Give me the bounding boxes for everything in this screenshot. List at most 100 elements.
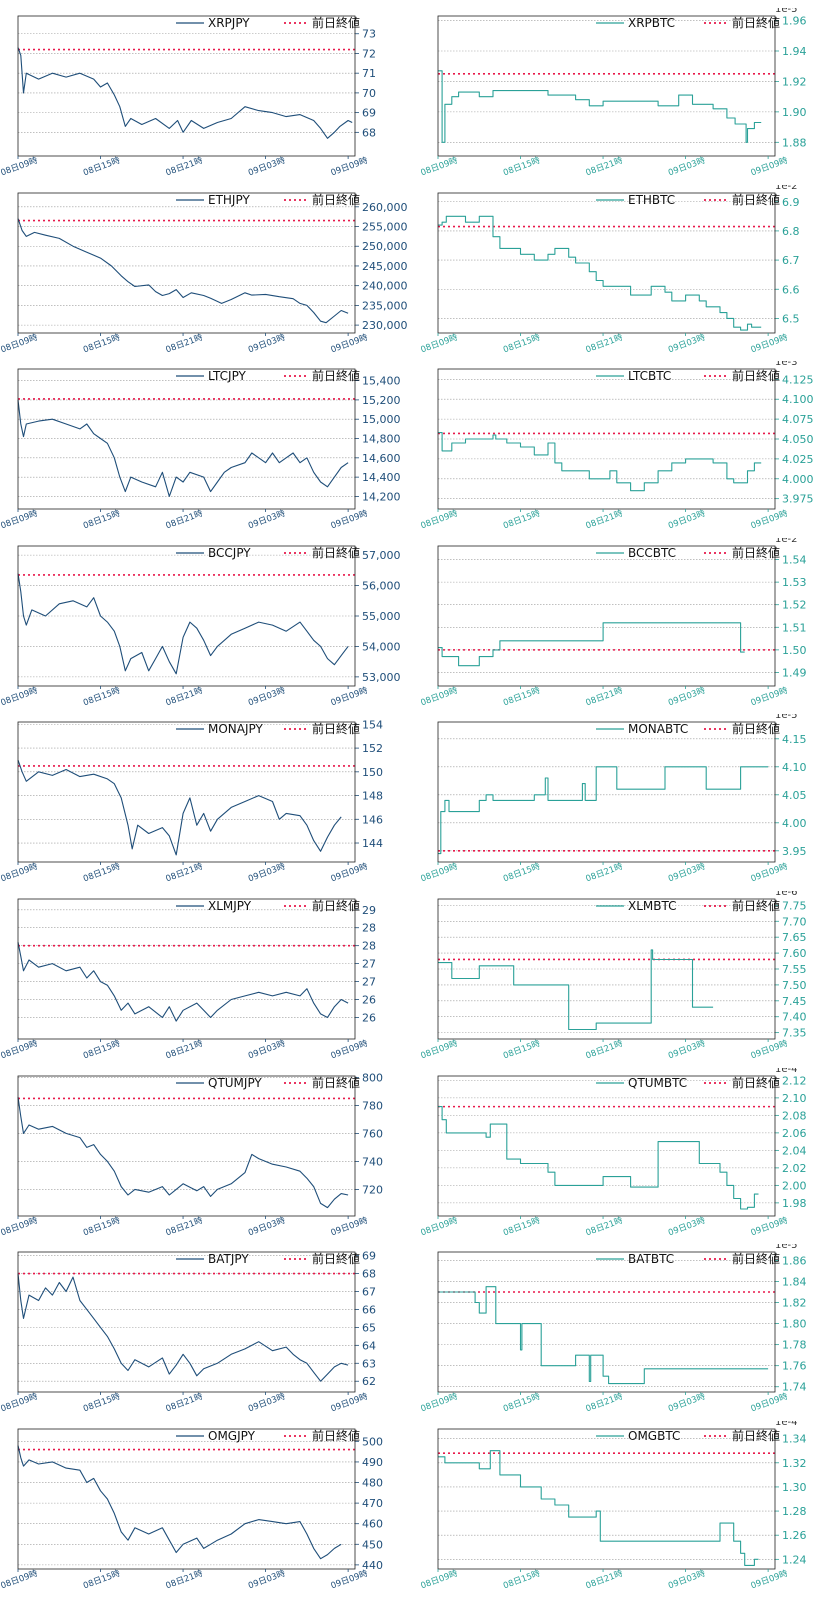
- y-tick-label: 1.74: [782, 1381, 807, 1394]
- y-tick-label: 7.75: [782, 899, 807, 912]
- y-tick-label: 250,000: [362, 240, 408, 253]
- legend-series-label: BCCJPY: [208, 546, 251, 560]
- plot-frame: [17, 545, 356, 687]
- y-tick-label: 1.32: [782, 1457, 807, 1470]
- y-tick-label: 2.00: [782, 1179, 807, 1192]
- y-tick-label: 2.12: [782, 1074, 807, 1087]
- x-tick-label: 08日09時: [420, 1392, 460, 1415]
- y-tick-label: 2.02: [782, 1161, 807, 1174]
- y-tick-label: 14,200: [362, 491, 401, 504]
- y-tick-label: 1.94: [782, 45, 807, 58]
- legend: QTUMJPY 前日終値: [176, 1075, 360, 1090]
- x-tick-label: 09日03時: [667, 1039, 707, 1062]
- legend-series-label: LTCJPY: [208, 369, 247, 383]
- plot-frame: [437, 1251, 776, 1393]
- price-series: [17, 1445, 342, 1560]
- legend-prev-close-label: 前日終値: [732, 545, 780, 560]
- y-tick-label: 4.15: [782, 733, 807, 746]
- y-tick-label: 68: [362, 1268, 376, 1281]
- x-tick-label: 09日03時: [667, 685, 707, 708]
- x-tick-label: 09日03時: [247, 1392, 287, 1415]
- y-tick-label: 28: [362, 940, 376, 953]
- axis-multiplier: 1e-5: [775, 1244, 798, 1251]
- y-tick-label: 14,800: [362, 433, 401, 446]
- x-tick-label: 09日09時: [750, 862, 790, 885]
- y-tick-label: 720: [362, 1183, 383, 1196]
- y-tick-label: 1.53: [782, 576, 807, 589]
- y-tick-label: 7.65: [782, 931, 807, 944]
- y-tick-label: 1.50: [782, 644, 807, 657]
- y-tick-label: 15,400: [362, 375, 401, 388]
- x-tick-label: 08日21時: [585, 156, 625, 179]
- y-tick-label: 240,000: [362, 279, 408, 292]
- legend-series-label: ETHBTC: [628, 193, 675, 207]
- legend: ETHBTC 前日終値: [596, 192, 780, 207]
- y-tick-label: 245,000: [362, 260, 408, 273]
- axis-multiplier: 1e-6: [775, 891, 798, 898]
- x-tick-label: 08日21時: [165, 1215, 205, 1238]
- x-tick-label: 09日03時: [667, 509, 707, 532]
- y-tick-label: 1.84: [782, 1276, 807, 1289]
- x-tick-label: 08日15時: [82, 1568, 122, 1591]
- axis-multiplier: 1e-3: [775, 361, 798, 368]
- x-tick-label: 09日09時: [750, 1215, 790, 1238]
- x-tick-label: 08日09時: [0, 1039, 40, 1062]
- legend: MONABTC 前日終値: [596, 721, 780, 736]
- y-tick-label: 4.000: [782, 473, 814, 486]
- axis-multiplier: 1e-4: [775, 1068, 798, 1075]
- y-tick-label: 146: [362, 814, 383, 827]
- x-tick-label: 09日09時: [330, 1568, 370, 1591]
- x-tick-label: 08日15時: [502, 156, 542, 179]
- x-tick-label: 08日09時: [420, 1568, 460, 1591]
- x-tick-label: 08日15時: [502, 862, 542, 885]
- x-tick-label: 08日15時: [82, 332, 122, 355]
- x-tick-label: 08日09時: [420, 332, 460, 355]
- x-tick-label: 08日15時: [502, 1039, 542, 1062]
- y-tick-label: 4.00: [782, 817, 807, 830]
- legend: XRPJPY 前日終値: [176, 15, 360, 30]
- plot-frame: [17, 192, 356, 333]
- y-tick-label: 150: [362, 766, 383, 779]
- y-tick-label: 57,000: [362, 549, 401, 562]
- y-tick-label: 152: [362, 742, 383, 755]
- y-tick-label: 3.95: [782, 845, 807, 858]
- legend-prev-close-label: 前日終値: [312, 1075, 360, 1090]
- y-tick-label: 144: [362, 837, 383, 850]
- x-tick-label: 09日09時: [330, 1392, 370, 1415]
- x-tick-label: 09日03時: [667, 1392, 707, 1415]
- price-series: [17, 218, 349, 323]
- x-tick-label: 08日09時: [0, 1392, 40, 1415]
- legend-prev-close-label: 前日終値: [732, 192, 780, 207]
- chart-omgjpy: 440 450 460 470 480 490 500 08日09時 08日15時 08日21時 0…: [0, 1428, 383, 1591]
- x-tick-label: 08日21時: [585, 685, 625, 708]
- price-series: [17, 1273, 349, 1382]
- price-series: [438, 1105, 759, 1210]
- y-tick-label: 1.80: [782, 1318, 807, 1331]
- legend-prev-close-label: 前日終値: [732, 368, 780, 383]
- x-tick-label: 08日09時: [420, 862, 460, 885]
- legend: BATBTC 前日終値: [596, 1251, 780, 1266]
- y-tick-label: 255,000: [362, 220, 408, 233]
- y-tick-label: 29: [362, 904, 376, 917]
- legend-series-label: BCCBTC: [628, 546, 676, 560]
- y-tick-label: 53,000: [362, 671, 401, 684]
- y-tick-label: 4.075: [782, 413, 814, 426]
- x-tick-label: 08日15時: [502, 685, 542, 708]
- y-tick-label: 4.100: [782, 393, 814, 406]
- legend-prev-close-label: 前日終値: [312, 721, 360, 736]
- y-tick-label: 54,000: [362, 640, 401, 653]
- plot-frame: [437, 1075, 776, 1216]
- y-tick-label: 1.98: [782, 1196, 807, 1209]
- y-tick-label: 7.45: [782, 995, 807, 1008]
- y-tick-label: 70: [362, 87, 376, 100]
- y-tick-label: 14,400: [362, 471, 401, 484]
- y-tick-label: 1.90: [782, 106, 807, 119]
- chart-monabtc: 3.95 4.00 4.05 4.10 4.15 1e-5 08日09時 08日15時 08日2…: [420, 714, 807, 885]
- x-tick-label: 08日09時: [0, 685, 40, 708]
- x-tick-label: 08日21時: [165, 1568, 205, 1591]
- x-tick-label: 08日21時: [165, 862, 205, 885]
- x-tick-label: 08日15時: [502, 1215, 542, 1238]
- x-tick-label: 08日15時: [82, 1392, 122, 1415]
- x-tick-label: 08日15時: [82, 1039, 122, 1062]
